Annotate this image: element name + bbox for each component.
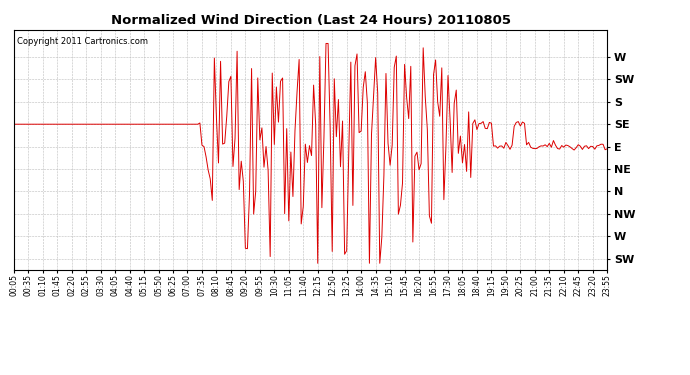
Title: Normalized Wind Direction (Last 24 Hours) 20110805: Normalized Wind Direction (Last 24 Hours… [110,15,511,27]
Text: Copyright 2011 Cartronics.com: Copyright 2011 Cartronics.com [17,37,148,46]
